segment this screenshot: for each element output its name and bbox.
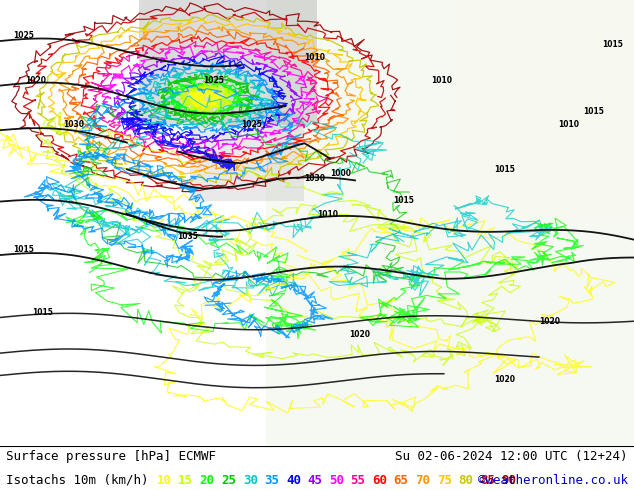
FancyBboxPatch shape [190,112,304,201]
Text: 25: 25 [221,474,236,487]
Text: 35: 35 [264,474,280,487]
Text: 55: 55 [351,474,366,487]
Text: 1025: 1025 [203,76,224,85]
Text: 20: 20 [200,474,215,487]
Text: 1000: 1000 [330,170,351,178]
Text: Isotachs 10m (km/h): Isotachs 10m (km/h) [6,474,149,487]
Text: 1025: 1025 [13,31,34,40]
Text: 85: 85 [480,474,495,487]
Text: 1010: 1010 [304,53,325,62]
Text: 1015: 1015 [495,165,515,174]
Text: 90: 90 [501,474,517,487]
Text: 80: 80 [458,474,474,487]
Text: 1020: 1020 [25,76,46,85]
Text: 1015: 1015 [583,107,604,116]
Text: 10: 10 [157,474,172,487]
Text: 65: 65 [394,474,409,487]
Text: 1010: 1010 [431,76,452,85]
Text: 1010: 1010 [317,210,338,219]
Text: 75: 75 [437,474,452,487]
Text: 1010: 1010 [558,121,579,129]
Text: 70: 70 [415,474,430,487]
Text: 1015: 1015 [393,196,414,205]
Text: 40: 40 [286,474,301,487]
Text: 1025: 1025 [241,121,262,129]
Text: 1030: 1030 [304,174,325,183]
Text: 50: 50 [329,474,344,487]
Text: 60: 60 [372,474,387,487]
Text: 1015: 1015 [32,308,53,317]
FancyBboxPatch shape [456,0,634,223]
Text: 45: 45 [307,474,323,487]
Text: ©weatheronline.co.uk: ©weatheronline.co.uk [477,474,628,487]
FancyBboxPatch shape [139,0,317,125]
Text: 1030: 1030 [63,121,84,129]
Text: 1015: 1015 [13,245,34,254]
Text: 1020: 1020 [495,374,515,384]
Text: 1020: 1020 [349,330,370,339]
Text: 1035: 1035 [178,232,198,241]
Text: 30: 30 [243,474,258,487]
Text: 15: 15 [178,474,193,487]
FancyBboxPatch shape [266,0,634,446]
Text: 1015: 1015 [602,40,623,49]
Text: Surface pressure [hPa] ECMWF: Surface pressure [hPa] ECMWF [6,450,216,464]
Text: 1020: 1020 [539,317,560,325]
Text: Su 02-06-2024 12:00 UTC (12+24): Su 02-06-2024 12:00 UTC (12+24) [395,450,628,464]
